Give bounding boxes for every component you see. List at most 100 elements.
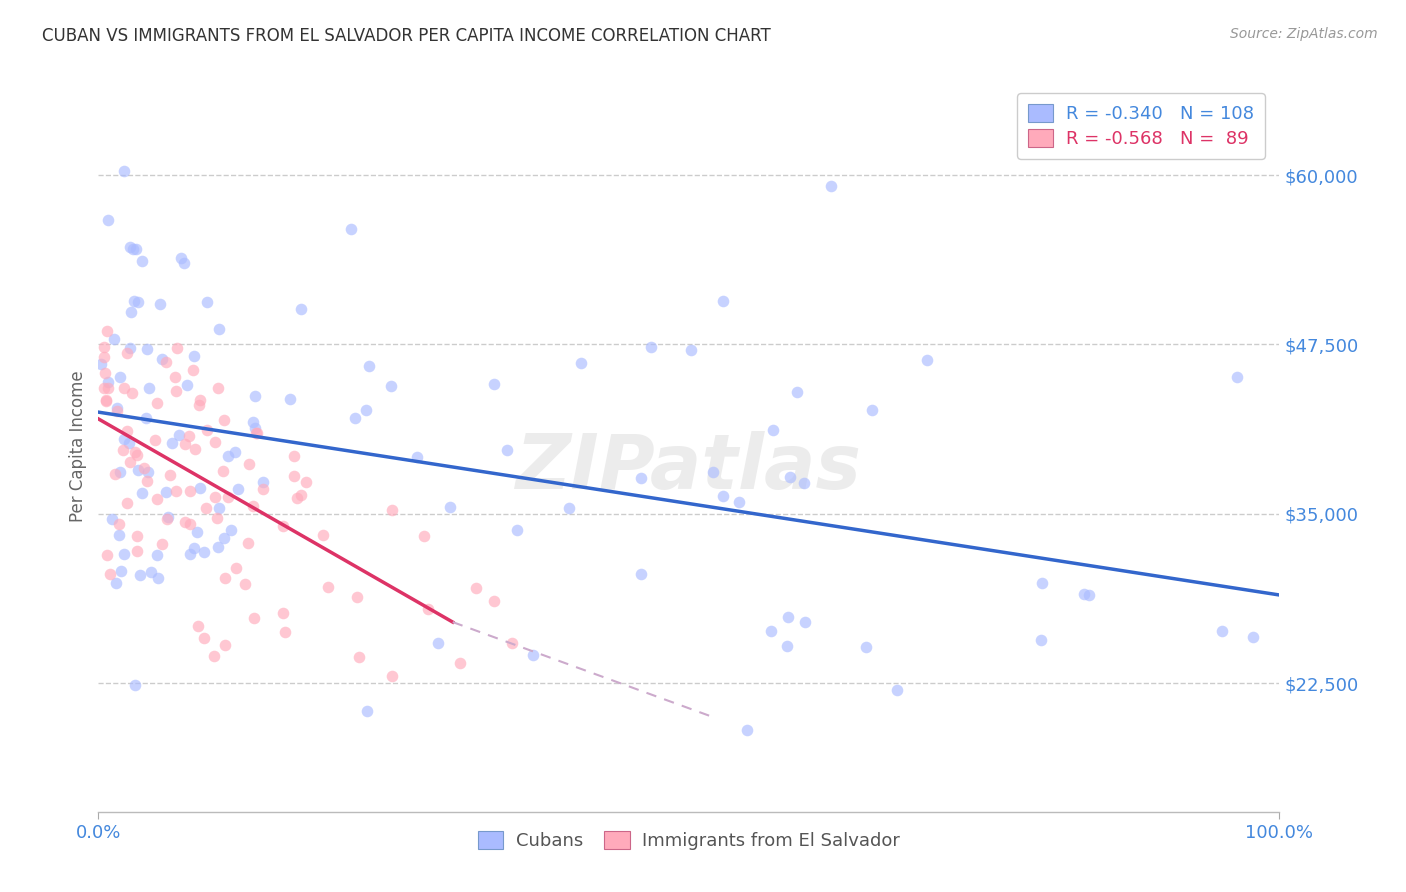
Text: Source: ZipAtlas.com: Source: ZipAtlas.com (1230, 27, 1378, 41)
Point (157, 510, 180, 524)
Point (252, 482, 274, 496)
Point (121, 386, 143, 401)
Point (124, 678, 146, 692)
Point (214, 638, 236, 652)
Point (212, 531, 235, 545)
Point (278, 392, 301, 406)
Point (793, 476, 815, 491)
Point (125, 543, 148, 558)
Point (146, 571, 169, 585)
Point (104, 575, 127, 590)
Point (630, 567, 652, 582)
Point (449, 657, 471, 671)
Point (138, 381, 160, 395)
Point (184, 442, 207, 456)
Point (138, 465, 160, 479)
Point (96, 548, 118, 562)
Point (135, 411, 157, 425)
Point (224, 444, 246, 458)
Point (127, 448, 149, 462)
Point (90, 358, 112, 372)
Point (193, 545, 215, 559)
Point (506, 523, 529, 537)
Legend: Cubans, Immigrants from El Salvador: Cubans, Immigrants from El Salvador (471, 823, 907, 857)
Point (155, 485, 177, 500)
Point (156, 511, 179, 525)
Point (855, 640, 877, 654)
Point (122, 293, 145, 308)
Point (204, 434, 226, 449)
Point (243, 611, 266, 625)
Point (1211, 624, 1233, 639)
Point (96, 324, 118, 338)
Point (176, 378, 198, 392)
Point (273, 518, 295, 533)
Point (155, 355, 177, 369)
Point (630, 471, 652, 485)
Point (183, 349, 205, 363)
Point (160, 436, 183, 450)
Point (344, 411, 367, 425)
Point (283, 449, 305, 463)
Point (711, 293, 734, 308)
Point (132, 461, 155, 475)
Point (439, 500, 461, 514)
Point (1078, 589, 1101, 603)
Point (245, 425, 267, 440)
Point (194, 500, 217, 515)
Point (112, 381, 135, 395)
Point (117, 436, 139, 450)
Point (273, 607, 295, 621)
Point (179, 517, 201, 532)
Point (219, 524, 242, 538)
Point (195, 423, 218, 437)
Point (283, 469, 305, 483)
Point (159, 467, 181, 482)
Point (274, 625, 297, 640)
Point (381, 669, 404, 683)
Point (173, 515, 195, 529)
Point (181, 363, 204, 377)
Point (110, 564, 132, 578)
Point (120, 304, 142, 318)
Point (94, 366, 117, 380)
Point (115, 346, 138, 360)
Point (177, 429, 200, 443)
Point (465, 581, 488, 595)
Point (762, 423, 785, 437)
Point (735, 723, 758, 738)
Point (108, 527, 131, 541)
Point (243, 421, 266, 435)
Point (779, 469, 801, 483)
Point (146, 492, 169, 507)
Point (107, 516, 129, 531)
Point (412, 529, 434, 543)
Point (290, 488, 312, 502)
Text: ZIPatlas: ZIPatlas (516, 431, 862, 505)
Point (122, 242, 145, 256)
Point (186, 524, 208, 539)
Point (135, 475, 157, 489)
Point (316, 580, 339, 594)
Point (179, 547, 201, 561)
Point (484, 376, 506, 391)
Point (150, 351, 173, 366)
Point (380, 379, 402, 393)
Point (728, 495, 751, 509)
Point (380, 503, 402, 517)
Point (820, 178, 842, 193)
Point (93, 351, 115, 365)
Point (786, 384, 808, 399)
Point (681, 343, 703, 357)
Point (165, 483, 187, 498)
Point (120, 455, 142, 469)
Point (208, 501, 231, 516)
Point (127, 463, 149, 477)
Point (103, 332, 125, 346)
Point (886, 683, 908, 698)
Point (94, 394, 117, 409)
Point (640, 340, 662, 354)
Point (1226, 369, 1249, 384)
Point (115, 424, 138, 438)
Point (427, 635, 450, 649)
